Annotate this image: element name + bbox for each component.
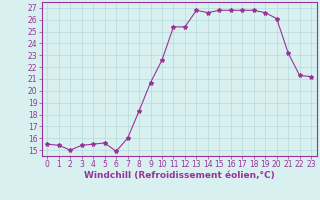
X-axis label: Windchill (Refroidissement éolien,°C): Windchill (Refroidissement éolien,°C) [84,171,275,180]
